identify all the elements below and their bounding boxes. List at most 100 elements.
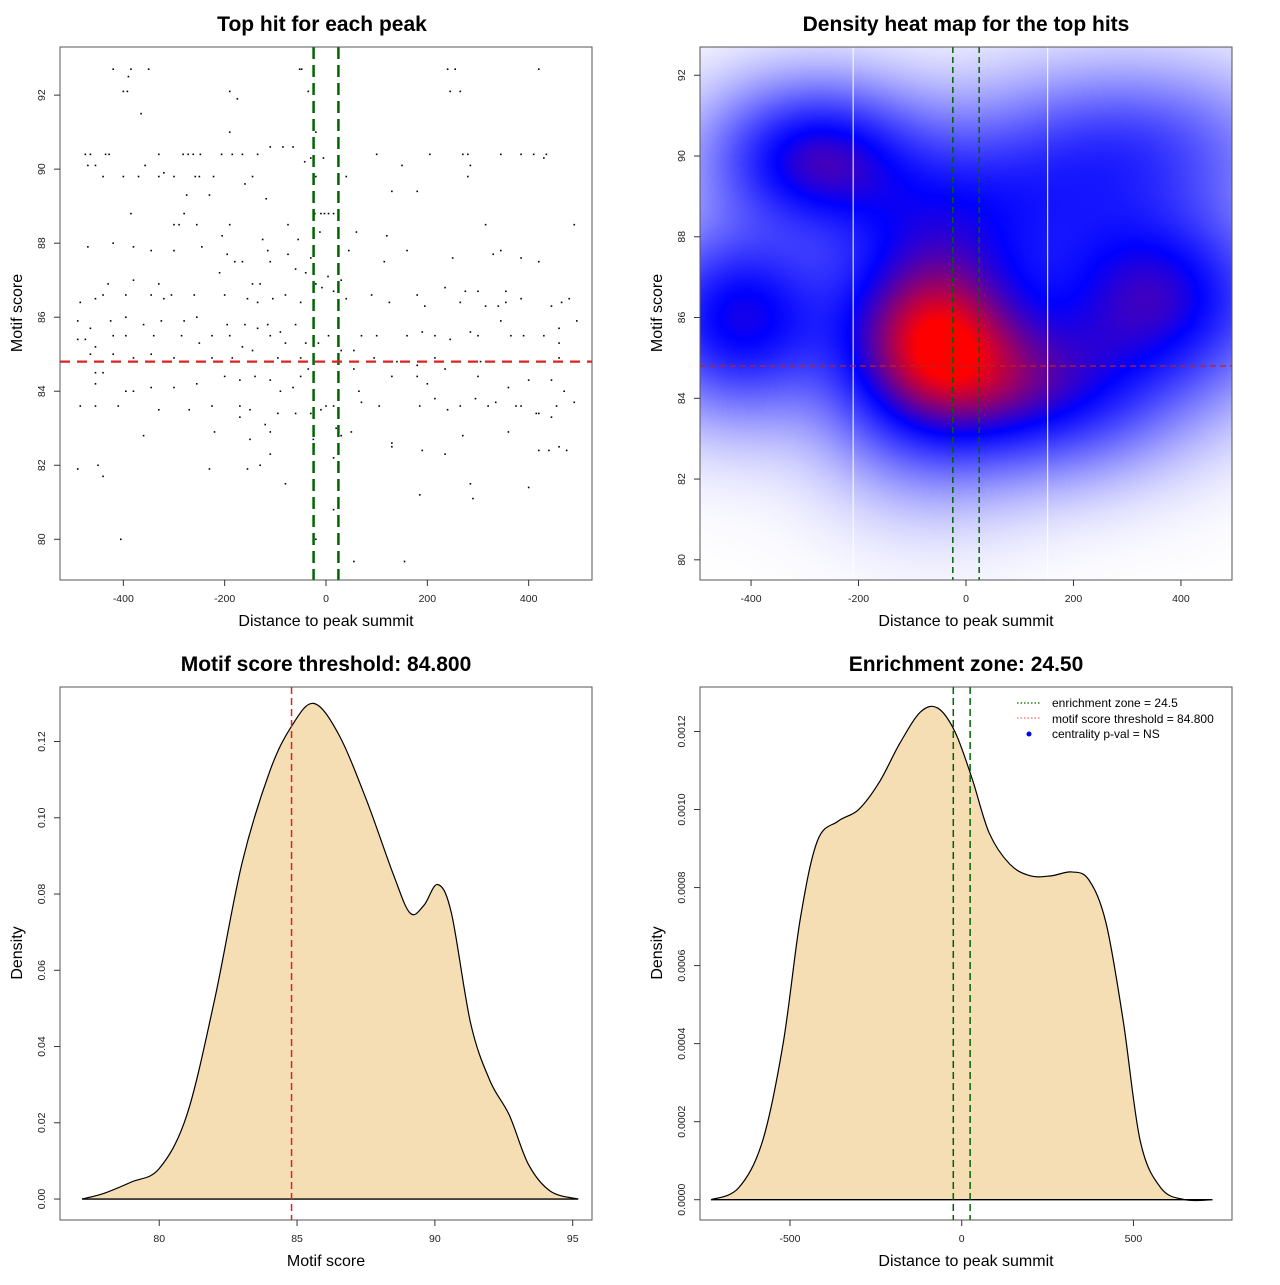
data-point	[251, 175, 254, 178]
data-point	[102, 175, 104, 178]
data-point	[479, 360, 482, 363]
score-density-chart: Motif score threshold: 84.800 Motif scor…	[9, 653, 593, 1270]
data-point	[444, 368, 446, 370]
x-axis-label: Motif score	[287, 1253, 365, 1270]
data-point	[345, 175, 348, 178]
data-point	[130, 212, 132, 215]
data-point	[416, 294, 418, 296]
data-point	[477, 290, 479, 293]
data-point	[132, 246, 135, 248]
legend: enrichment zone = 24.5 motif score thres…	[1017, 696, 1214, 741]
data-point	[462, 434, 464, 437]
data-point	[538, 449, 540, 452]
scatter-panel: Top hit for each peak Distance to peak s…	[0, 0, 640, 640]
y-tick-label: 0.10	[36, 807, 48, 828]
data-point	[150, 249, 152, 252]
data-point	[236, 98, 239, 100]
data-point	[223, 375, 226, 378]
scatter-chart: Top hit for each peak Distance to peak s…	[9, 13, 593, 630]
data-point	[187, 153, 189, 156]
data-point	[391, 190, 393, 193]
data-point	[185, 194, 188, 196]
data-point	[294, 412, 297, 415]
data-point	[315, 283, 317, 285]
y-tick-label: 86	[36, 311, 48, 323]
data-point	[287, 223, 289, 226]
data-point	[79, 301, 82, 304]
x-tick-label: 200	[1065, 593, 1083, 605]
data-point	[348, 249, 350, 252]
data-point	[180, 334, 183, 337]
x-tick-label: 400	[1172, 593, 1190, 605]
x-tick-label: 90	[429, 1233, 441, 1245]
data-point	[259, 464, 261, 467]
legend-swatch-centrality	[1026, 731, 1032, 737]
data-point	[558, 327, 560, 330]
data-point	[300, 68, 303, 71]
data-point	[451, 257, 454, 259]
data-point	[401, 164, 403, 167]
data-point	[279, 331, 282, 333]
data-point	[543, 334, 545, 337]
y-tick-label: 84	[36, 385, 48, 397]
data-point	[323, 212, 326, 215]
data-point	[467, 153, 469, 156]
x-tick-label: 200	[419, 593, 437, 605]
data-point	[434, 397, 436, 400]
x-tick-label: 80	[153, 1233, 165, 1245]
data-point	[299, 301, 302, 304]
data-point	[538, 68, 540, 71]
data-point	[520, 153, 522, 156]
legend-label-threshold: motif score threshold = 84.800	[1052, 712, 1214, 726]
data-point	[317, 342, 320, 344]
data-point	[520, 257, 522, 259]
chart-title: Top hit for each peak	[217, 13, 427, 36]
data-point	[269, 146, 272, 148]
heatmap-chart: Density heat map for the top hits Distan…	[649, 13, 1233, 630]
data-point	[294, 323, 297, 326]
heatmap-raster	[700, 47, 1232, 580]
data-point	[228, 131, 231, 133]
data-point	[220, 153, 223, 156]
data-point	[388, 301, 391, 304]
data-point	[500, 320, 502, 322]
data-point	[137, 175, 140, 178]
data-point	[241, 153, 244, 156]
data-point	[198, 175, 201, 178]
data-point	[434, 357, 436, 359]
data-point	[201, 246, 203, 248]
data-point	[406, 334, 408, 337]
y-tick-label: 0.08	[36, 884, 48, 905]
data-point	[287, 253, 289, 256]
data-point	[261, 238, 264, 241]
data-point	[173, 175, 175, 178]
y-axis-label: Density	[9, 926, 26, 979]
data-point	[558, 357, 560, 359]
x-tick-label: -200	[214, 593, 235, 605]
data-point	[477, 375, 479, 378]
data-point	[249, 438, 251, 441]
data-point	[228, 223, 231, 226]
data-point	[147, 68, 150, 71]
data-point	[449, 90, 451, 93]
data-point	[558, 342, 560, 344]
data-point	[193, 294, 196, 296]
data-point	[144, 164, 146, 167]
data-point	[353, 560, 355, 563]
y-tick-label: 0.12	[36, 731, 48, 752]
y-tick-label: 92	[676, 69, 688, 81]
data-point	[416, 375, 418, 378]
x-tick-label: 0	[323, 593, 329, 605]
data-point	[89, 153, 92, 156]
data-point	[303, 160, 306, 163]
data-point	[304, 342, 307, 344]
data-point	[550, 416, 553, 418]
heatmap-panel: Density heat map for the top hits Distan…	[640, 0, 1280, 640]
y-tick-label: 80	[36, 533, 48, 545]
distance-density-chart: Enrichment zone: 24.50 Distance to peak …	[649, 653, 1233, 1270]
data-point	[266, 249, 269, 252]
data-point	[332, 508, 335, 511]
y-tick-label: 90	[36, 163, 48, 175]
data-point	[459, 405, 462, 407]
data-point	[469, 164, 472, 167]
